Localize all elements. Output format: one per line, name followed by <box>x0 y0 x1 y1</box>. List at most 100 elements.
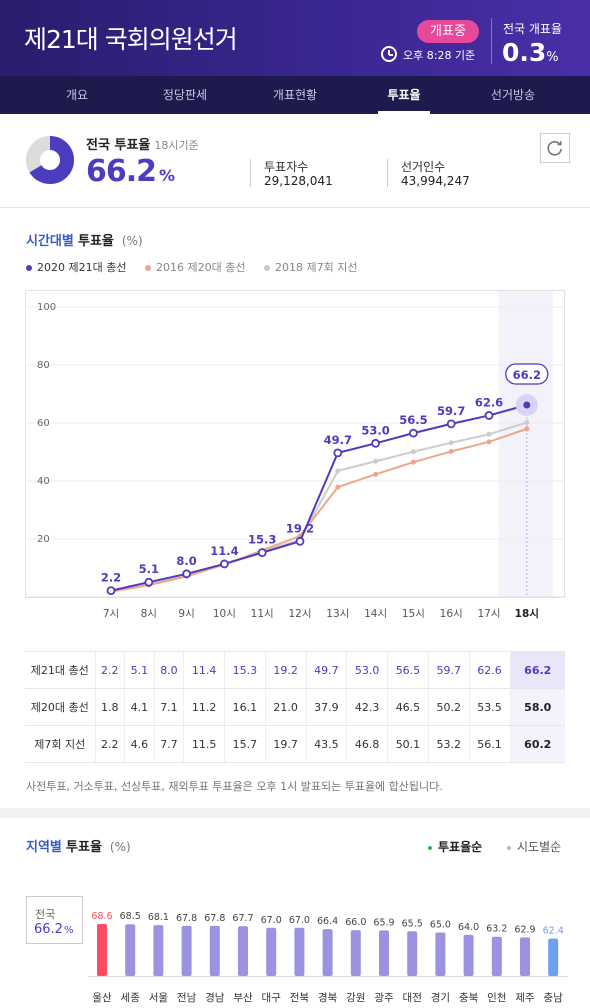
region-value-label: 63.2 <box>486 924 507 935</box>
hourly-turnout-chart: 20 40 60 80 100 7시 8시 9시 10시 11시 12시 13시 14시 15시 16시 17… <box>25 290 565 620</box>
tab-party[interactable]: 정당판세 <box>162 88 208 102</box>
electorate-value: 43,994,247 <box>401 174 470 188</box>
series-point-1 <box>524 426 530 432</box>
series-point-1 <box>335 484 341 490</box>
table-cell: 11.2 <box>183 688 225 726</box>
series-point-2 <box>335 468 341 474</box>
series-line-1 <box>110 427 528 593</box>
inactive-dot <box>507 845 511 850</box>
sort-by-region-toggle[interactable]: 시도별순 <box>507 838 561 855</box>
region-label: 세종 <box>121 992 141 1004</box>
region-bar <box>97 924 107 976</box>
clock-icon <box>381 46 397 62</box>
plot-frame <box>25 290 565 598</box>
table-cell: 37.9 <box>305 688 347 726</box>
region-label: 경북 <box>318 991 338 1004</box>
table-cell: 16.1 <box>224 688 266 726</box>
table-cell: 19.2 <box>264 651 307 689</box>
table-cell: 58.0 <box>509 688 565 726</box>
region-bar <box>491 936 502 976</box>
x-tick-label: 9시 <box>178 608 194 620</box>
region-label: 대전 <box>403 992 422 1004</box>
summary-title: 전국 투표율 18시기준 <box>86 138 199 153</box>
row-label: 제20대 총선 <box>25 688 95 726</box>
data-label: 62.6 <box>475 395 503 409</box>
region-label: 울산 <box>92 992 112 1004</box>
table-cell: 7.7 <box>153 725 184 763</box>
tab-broadcast[interactable]: 선거방송 <box>490 88 536 102</box>
y-tick-label: 20 <box>37 534 50 545</box>
table-cell: 2.2 <box>94 651 125 689</box>
sort-by-turnout-toggle[interactable]: 투표율순 <box>428 838 482 855</box>
national-count-value: 0.3% <box>502 38 559 67</box>
region-label: 강원 <box>346 992 365 1004</box>
series-point-0 <box>408 428 418 438</box>
series-point-2 <box>410 449 416 455</box>
header-divider <box>491 18 492 64</box>
series-point-1 <box>486 439 492 445</box>
region-bar <box>294 927 305 976</box>
series-point-0 <box>484 411 494 420</box>
page-title: 제21대 국회의원선거 <box>24 25 238 54</box>
y-tick-label: 100 <box>37 302 56 313</box>
table-cell: 15.3 <box>224 651 266 689</box>
region-bar <box>407 931 418 976</box>
national-count-label: 전국 개표율 <box>503 22 563 36</box>
table-row: 제20대 총선 1.8 4.1 7.1 11.2 16.1 21.0 37.9 42.3 46.5… <box>25 688 565 726</box>
data-label: 59.7 <box>437 404 465 418</box>
row-label: 제7회 지선 <box>25 725 95 763</box>
current-value-callout <box>505 363 549 385</box>
region-bar <box>266 927 277 976</box>
region-bar <box>435 932 446 976</box>
table-cell: 21.0 <box>264 688 307 726</box>
tab-counting[interactable]: 개표현황 <box>272 88 318 102</box>
data-label: 66.2 <box>513 368 541 382</box>
region-label: 전남 <box>177 992 197 1004</box>
table-cell: 56.1 <box>468 725 510 763</box>
table-cell: 7.1 <box>153 688 184 726</box>
region-bar <box>548 938 559 976</box>
voters-label: 투표자수 <box>264 160 309 174</box>
table-cell: 46.5 <box>387 688 429 726</box>
region-bar <box>463 934 474 976</box>
section-separator <box>0 808 590 818</box>
region-value-label: 67.8 <box>176 913 197 924</box>
donut-fill <box>26 136 74 184</box>
data-label: 8.0 <box>176 554 196 568</box>
region-value-label: 67.8 <box>204 913 225 924</box>
table-cell: 11.5 <box>183 725 225 763</box>
region-value-label: 62.9 <box>514 924 535 935</box>
region-bar <box>125 924 136 976</box>
region-label: 충북 <box>459 992 479 1004</box>
hourly-section-title: 시간대별 투표율 (%) <box>26 234 143 249</box>
region-value-label: 66.4 <box>317 916 338 927</box>
region-value-label: 67.0 <box>289 915 310 926</box>
tab-overview[interactable]: 개요 <box>65 88 89 102</box>
hourly-turnout-table: 제21대 총선 2.2 5.1 8.0 11.4 15.3 19.2 49.7 53.0 56.5… <box>25 651 565 763</box>
x-tick-label: 7시 <box>103 608 119 620</box>
tab-turnout[interactable]: 투표율 <box>378 76 430 114</box>
series-point-0 <box>371 438 381 448</box>
table-cell: 15.7 <box>224 725 266 763</box>
legend-dot <box>145 265 151 271</box>
regional-turnout-chart: 68.6 울산 68.5 세종 68.1 서울 67.8 전남 67.8 경남 67.7 부산 67.0… <box>88 911 568 1004</box>
series-point-0 <box>219 559 229 569</box>
series-point-0 <box>523 401 531 409</box>
national-turnout-box: 전국 66.2% <box>26 896 83 944</box>
region-value-label: 62.4 <box>543 926 564 937</box>
header: 제21대 국회의원선거 개표중 오후 8:28 기준 전국 개표율 0.3% <box>0 0 590 76</box>
refresh-button[interactable] <box>540 133 570 163</box>
series-point-0 <box>144 577 154 587</box>
table-cell: 56.5 <box>387 651 429 689</box>
series-line-0 <box>110 404 528 592</box>
y-tick-label: 40 <box>37 476 50 487</box>
region-value-label: 68.6 <box>91 911 112 922</box>
x-tick-label: 10시 <box>213 608 236 620</box>
series-point-1 <box>410 459 416 465</box>
region-bar <box>153 925 164 976</box>
row-label: 제21대 총선 <box>25 651 95 689</box>
region-label: 광주 <box>374 992 394 1004</box>
x-tick-label: 13시 <box>326 608 349 620</box>
region-label: 서울 <box>149 992 169 1004</box>
x-tick-label: 11시 <box>251 608 274 620</box>
